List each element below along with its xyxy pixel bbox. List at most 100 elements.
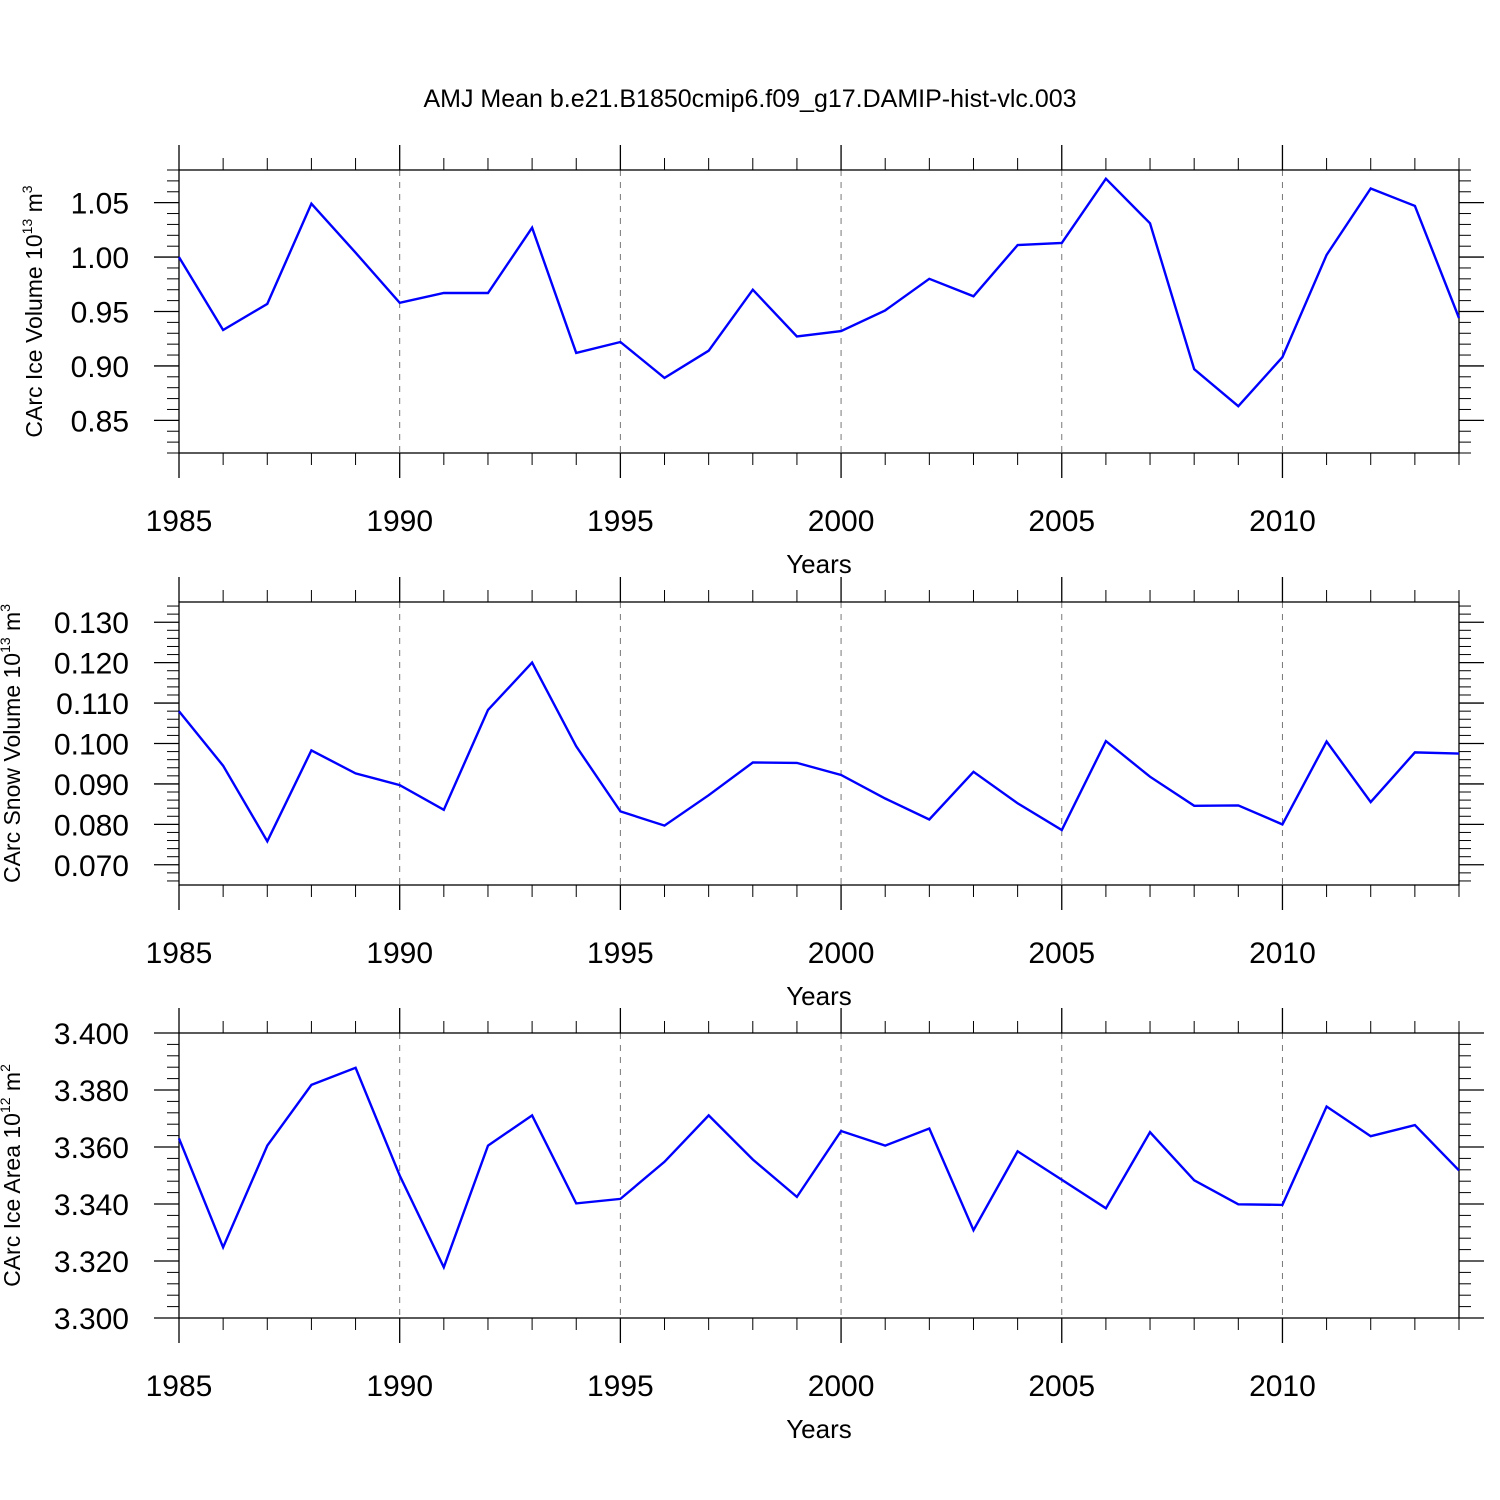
panels: 1985 1990 1995 2000 2005 2010 0.85 0.90 0.95 1.00…	[0, 145, 1484, 1444]
data-point	[618, 340, 622, 344]
data-point	[839, 773, 843, 777]
data-point	[354, 251, 358, 255]
data-point	[398, 301, 402, 305]
data-point	[486, 1144, 490, 1148]
data-point	[883, 308, 887, 312]
x-tick-label: 2010	[1249, 1370, 1316, 1403]
y-tick-label: 1.05	[71, 188, 129, 221]
data-point	[971, 294, 975, 298]
x-tick-label: 2005	[1028, 937, 1095, 970]
x-tick-label: 1990	[366, 505, 433, 538]
data-point	[1325, 253, 1329, 257]
y-tick-label: 3.340	[54, 1189, 129, 1222]
data-point	[1369, 187, 1373, 191]
chart-title: AMJ Mean b.e21.B1850cmip6.f09_g17.DAMIP-…	[423, 85, 1076, 113]
data-point	[1280, 355, 1284, 359]
x-tick-label: 1990	[366, 937, 433, 970]
data-point	[574, 1201, 578, 1205]
y-tick-label: 0.080	[54, 809, 129, 842]
data-point	[1413, 1123, 1417, 1127]
y-tick-label: 0.090	[54, 769, 129, 802]
y-tick-label: 3.360	[54, 1132, 129, 1165]
data-point	[663, 1160, 667, 1164]
data-point	[398, 783, 402, 787]
data-point	[1325, 739, 1329, 743]
x-tick-label: 2010	[1249, 937, 1316, 970]
data-point	[1060, 241, 1064, 245]
data-point	[1457, 752, 1461, 756]
data-point	[1016, 1149, 1020, 1153]
data-point	[927, 277, 931, 281]
x-tick-label: 1995	[587, 1370, 654, 1403]
data-point	[1104, 177, 1108, 181]
x-tick-label: 2000	[808, 937, 875, 970]
series-line	[178, 660, 1460, 844]
data-point	[1236, 803, 1240, 807]
y-tick-label: 0.120	[54, 648, 129, 681]
data-point	[971, 1228, 975, 1232]
data-point	[707, 793, 711, 797]
series-line	[177, 1066, 1460, 1271]
x-tick-label: 2005	[1028, 1370, 1095, 1403]
series-line	[177, 176, 1461, 408]
data-point	[1192, 367, 1196, 371]
data-point	[795, 335, 799, 339]
x-tick-label: 1990	[366, 1370, 433, 1403]
x-tick-label: 1995	[587, 505, 654, 538]
data-point	[1060, 828, 1064, 832]
y-axis-label: CArc Ice Volume 1013 m3	[19, 185, 47, 437]
data-point	[574, 744, 578, 748]
data-point	[707, 349, 711, 353]
data-point	[574, 351, 578, 355]
x-tick-label: 2000	[808, 1370, 875, 1403]
data-point	[1060, 1178, 1064, 1182]
data-point	[1148, 775, 1152, 779]
panel-3: 1985 1990 1995 2000 2005 2010 3.300 3.320 3.340 3…	[0, 1008, 1484, 1444]
data-point	[1369, 1134, 1373, 1138]
data-point	[1148, 1130, 1152, 1134]
panel-1: 1985 1990 1995 2000 2005 2010 0.85 0.90 0.95 1.00…	[19, 145, 1484, 579]
data-point	[1457, 1168, 1461, 1172]
data-point	[618, 1197, 622, 1201]
data-point	[795, 761, 799, 765]
data-point	[221, 764, 225, 768]
y-tick-label: 0.90	[71, 351, 129, 384]
data-point	[265, 302, 269, 306]
data-point	[1104, 1206, 1108, 1210]
y-tick-label: 0.100	[54, 729, 129, 762]
data-point	[530, 661, 534, 665]
data-point	[663, 824, 667, 828]
x-axis-label: Years	[786, 981, 852, 1011]
data-point	[663, 376, 667, 380]
x-tick-label: 1995	[587, 937, 654, 970]
data-point	[839, 329, 843, 333]
data-point	[1369, 800, 1373, 804]
data-point	[530, 1113, 534, 1117]
data-point	[1413, 204, 1417, 208]
data-point	[751, 1158, 755, 1162]
x-axis-label: Years	[786, 549, 852, 579]
data-point	[1192, 1178, 1196, 1182]
data-point	[398, 1174, 402, 1178]
panel-2: 1985 1990 1995 2000 2005 2010 0.070 0.080 0.090 0…	[0, 577, 1484, 1011]
data-point	[177, 255, 181, 259]
data-point	[1280, 1203, 1284, 1207]
plot-frame	[178, 1032, 1460, 1319]
x-tick-label: 1985	[146, 505, 213, 538]
data-point	[1148, 221, 1152, 225]
y-tick-label: 0.070	[54, 850, 129, 883]
y-tick-label: 3.320	[54, 1246, 129, 1279]
data-point	[707, 1113, 711, 1117]
data-point	[1457, 316, 1461, 320]
x-tick-label: 1985	[146, 1370, 213, 1403]
data-point	[618, 809, 622, 813]
data-point	[486, 291, 490, 295]
y-tick-label: 1.00	[71, 242, 129, 275]
data-point	[751, 288, 755, 292]
y-tick-label: 0.110	[56, 688, 129, 721]
y-tick-label: 0.95	[71, 297, 129, 330]
data-point	[221, 328, 225, 332]
data-point	[486, 708, 490, 712]
data-point	[530, 226, 534, 230]
